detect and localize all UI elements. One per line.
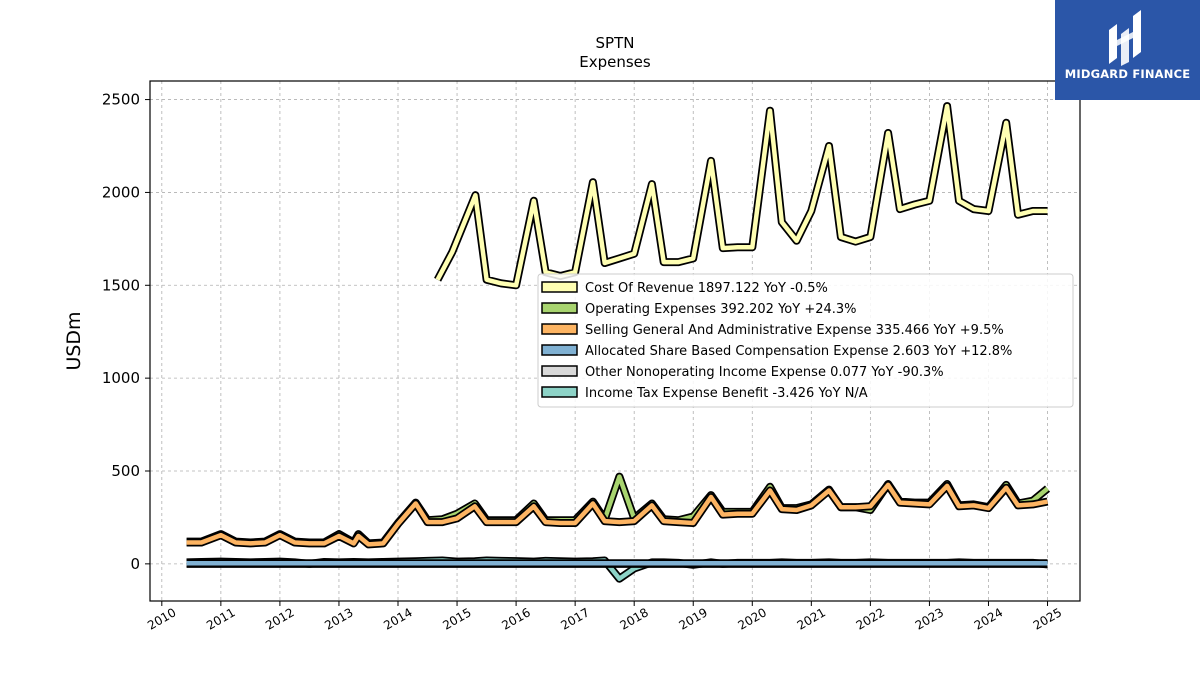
legend-swatch: [541, 365, 578, 377]
legend-swatch: [541, 281, 578, 293]
series-lines: [186, 102, 1051, 583]
series-line: [186, 474, 1049, 546]
x-tick-label: 2021: [795, 605, 828, 632]
legend-box: [537, 273, 1074, 408]
chart-subtitle: Expenses: [579, 53, 651, 71]
midgard-logo-icon: [1109, 10, 1141, 66]
x-tick-label: 2011: [204, 605, 237, 632]
x-tick-label: 2014: [381, 605, 414, 632]
series-line: [435, 103, 1048, 288]
watermark-text: MIDGARD FINANCE: [1064, 67, 1191, 81]
x-tick-label: 2020: [736, 605, 769, 632]
x-tick-label: 2017: [558, 605, 591, 632]
legend-swatch: [541, 344, 578, 356]
y-tick-label: 2000: [102, 183, 140, 201]
y-tick-label: 500: [111, 462, 140, 480]
x-tick-label: 2010: [145, 605, 178, 632]
x-tick-label: 2016: [499, 605, 532, 632]
chart-title: SPTN: [596, 34, 635, 52]
x-tick-label: 2018: [617, 605, 650, 632]
legend-entry: Income Tax Expense Benefit -3.426 YoY N/…: [585, 386, 868, 401]
x-tick-label: 2024: [972, 605, 1005, 632]
x-tick-label: 2013: [322, 605, 355, 632]
series-cost-of-revenue: [434, 102, 1048, 290]
y-tick-label: 1500: [102, 276, 140, 294]
series-selling-general-and-administrative-expense: [186, 480, 1049, 549]
watermark-logo: MIDGARD FINANCE: [1055, 0, 1200, 100]
y-tick-label: 2500: [102, 91, 140, 109]
legend-entry: Selling General And Administrative Expen…: [585, 323, 1004, 338]
legend-swatch: [541, 323, 578, 335]
series-line-outline: [434, 102, 1048, 290]
legend: Cost Of Revenue 1897.122 YoY -0.5% Operat…: [537, 273, 1074, 408]
y-tick-label: 0: [130, 555, 140, 573]
legend-swatch: [541, 386, 578, 398]
legend-entry: Allocated Share Based Compensation Expen…: [585, 344, 1012, 359]
plot-area: [149, 80, 1081, 602]
legend-entry: Cost Of Revenue 1897.122 YoY -0.5%: [585, 281, 828, 296]
x-tick-label: 2015: [440, 605, 473, 632]
legend-entry: Operating Expenses 392.202 YoY +24.3%: [585, 302, 857, 317]
x-tick-label: 2023: [913, 605, 946, 632]
y-axis-label: USDm: [63, 311, 85, 370]
series-operating-expenses: [186, 472, 1051, 548]
x-tick-label: 2012: [263, 605, 296, 632]
series-line: [186, 482, 1048, 547]
x-tick-label: 2022: [854, 605, 887, 632]
x-tick-label: 2019: [677, 605, 710, 632]
legend-entry: Other Nonoperating Income Expense 0.077 …: [585, 365, 944, 380]
y-tick-label: 1000: [102, 369, 140, 387]
legend-swatch: [541, 302, 578, 314]
x-tick-label: 2025: [1031, 605, 1064, 632]
